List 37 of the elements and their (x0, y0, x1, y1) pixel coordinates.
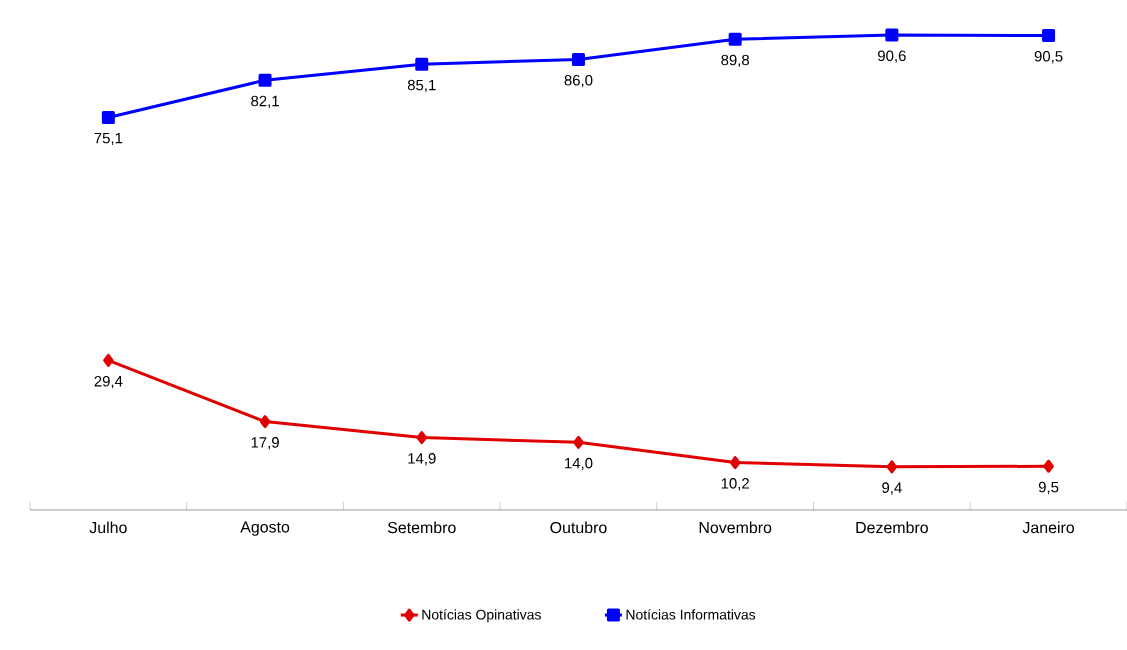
point (1042, 29, 1056, 43)
data-label: 82,1 (251, 95, 279, 109)
x-tick-label: Outubro (550, 521, 607, 534)
x-tick-label: Agosto (240, 521, 290, 536)
data-label: 90,6 (878, 50, 906, 63)
data-label: 17,9 (251, 437, 279, 450)
point (415, 57, 429, 71)
data-label: 75,1 (94, 132, 123, 146)
x-tick-label: Dezembro (856, 521, 928, 534)
point (101, 110, 115, 124)
data-label: 9,4 (882, 482, 902, 495)
data-label: 14,9 (408, 453, 436, 466)
x-tick-label: Novembro (699, 521, 772, 534)
point (573, 435, 584, 449)
x-tick-label: Julho (89, 521, 127, 534)
point (728, 32, 742, 46)
point (886, 460, 898, 474)
point (416, 431, 428, 445)
point (729, 456, 741, 470)
legend-label: Notícias Opinativas (422, 609, 541, 623)
data-label: 85,1 (407, 79, 436, 93)
point (258, 73, 272, 87)
x-tick-label: Setembro (387, 521, 456, 534)
data-label: 10,2 (721, 478, 749, 491)
point (103, 353, 114, 367)
point (1043, 459, 1054, 473)
data-label: 86,0 (564, 74, 593, 88)
data-label: 14,0 (565, 457, 593, 471)
data-label: 90,5 (1034, 51, 1063, 64)
data-label: 29,4 (94, 375, 123, 389)
legend-label: Notícias Informativas (626, 609, 756, 620)
point (885, 28, 899, 42)
data-label: 89,8 (721, 54, 750, 68)
data-label: 9,5 (1038, 481, 1059, 495)
point (259, 415, 271, 429)
x-tick-label: Janeiro (1022, 521, 1075, 534)
point (571, 52, 585, 66)
